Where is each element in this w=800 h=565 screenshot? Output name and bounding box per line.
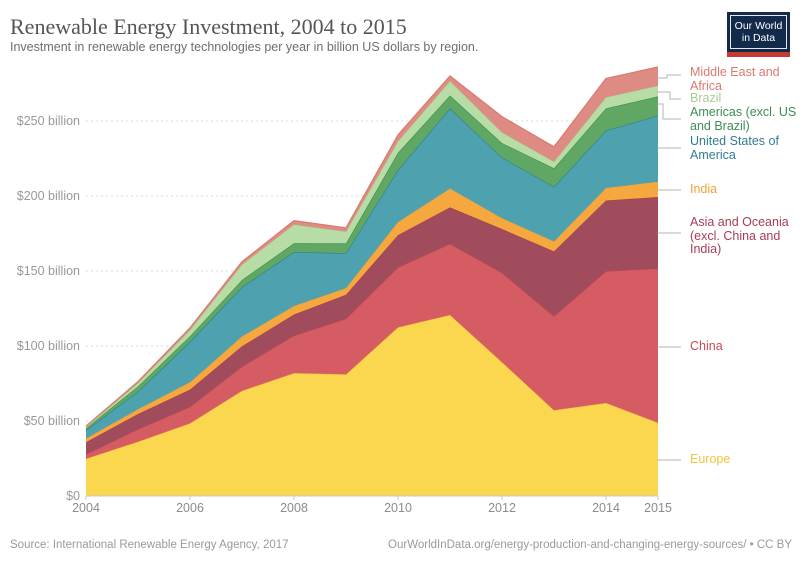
y-axis-label: $0 (66, 489, 80, 503)
x-axis-label: 2008 (280, 501, 308, 515)
x-axis-label: 2012 (488, 501, 516, 515)
chart-footer: Source: International Renewable Energy A… (0, 536, 800, 556)
owid-logo[interactable]: Our World in Data (727, 12, 790, 57)
legend-americas-excl-us-brazil[interactable]: Americas (excl. US and Brazil) (690, 105, 797, 133)
chart-subtitle: Investment in renewable energy technolog… (10, 40, 479, 54)
x-axis-label: 2010 (384, 501, 412, 515)
y-axis-label: $250 billion (16, 114, 80, 128)
x-axis-label: 2014 (592, 501, 620, 515)
legend-china[interactable]: China (690, 339, 723, 353)
page-title: Renewable Energy Investment, 2004 to 201… (10, 14, 407, 39)
owid-logo-text: Our World in Data (730, 15, 787, 49)
y-axis-label: $150 billion (16, 264, 80, 278)
x-axis-label: 2015 (644, 501, 672, 515)
legend-asia-and-oceania[interactable]: Asia and Oceania (excl. China and India) (690, 215, 789, 256)
x-axis-label: 2006 (176, 501, 204, 515)
legend-brazil[interactable]: Brazil (690, 91, 722, 105)
owid-link[interactable]: OurWorldInData.org/energy-production-and… (388, 539, 792, 551)
y-axis-label: $100 billion (16, 339, 80, 353)
y-axis-label: $50 billion (23, 414, 80, 428)
legend-india[interactable]: India (690, 182, 718, 196)
logo-accent-stripe (727, 52, 790, 57)
source-note: Source: International Renewable Energy A… (10, 539, 289, 551)
legend-united-states[interactable]: United States of America (690, 134, 779, 162)
y-axis-label: $200 billion (16, 189, 80, 203)
legend-europe[interactable]: Europe (690, 452, 731, 466)
legend-middle-east-and-africa[interactable]: Middle East and Africa (690, 65, 780, 93)
x-axis-label: 2004 (72, 501, 100, 515)
